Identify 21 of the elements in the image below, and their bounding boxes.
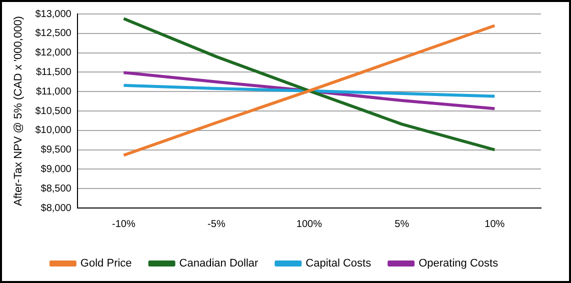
- y-axis-title: After-Tax NPV @ 5% (CAD x '000,000): [12, 16, 25, 206]
- y-tick-label: $9,500: [40, 144, 72, 156]
- y-tick-label: $11,500: [36, 66, 72, 78]
- x-tick-label: 10%: [484, 218, 505, 230]
- x-tick-label: 5%: [394, 218, 410, 230]
- y-tick-label: $12,000: [35, 48, 72, 59]
- legend-label: Operating Costs: [418, 258, 499, 270]
- legend-label: Gold Price: [80, 258, 132, 270]
- y-tick-label: $11,000: [36, 86, 72, 98]
- y-tick-label: $10,500: [35, 106, 72, 117]
- x-tick-label: -10%: [112, 218, 136, 230]
- legend-label: Capital Costs: [306, 258, 372, 270]
- y-tick-label: $9,000: [40, 164, 72, 175]
- x-tick-label: -5%: [208, 218, 226, 230]
- y-tick-label: $8,000: [40, 202, 72, 214]
- y-tick-label: $12,500: [35, 28, 72, 40]
- legend-label: Canadian Dollar: [179, 258, 259, 270]
- y-tick-label: $8,500: [40, 183, 72, 194]
- y-tick-label: $13,000: [35, 8, 72, 20]
- y-tick-label: $10,000: [35, 125, 72, 136]
- x-tick-label: 100%: [296, 218, 322, 230]
